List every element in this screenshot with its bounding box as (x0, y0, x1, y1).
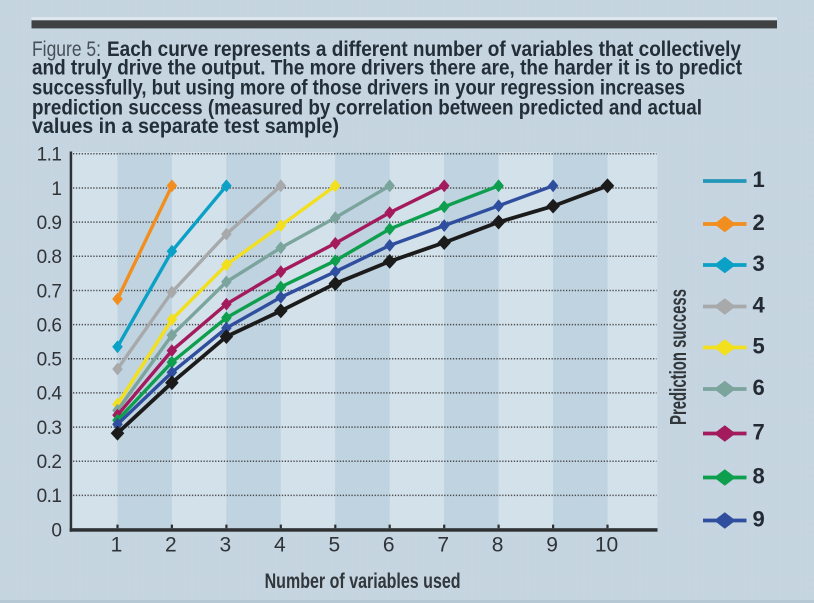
svg-text:Figure 5:: Figure 5: (32, 38, 101, 61)
svg-text:3: 3 (753, 251, 765, 276)
svg-text:0.4: 0.4 (37, 384, 63, 405)
svg-text:4: 4 (753, 292, 766, 317)
svg-text:9: 9 (753, 506, 765, 531)
svg-text:5: 5 (753, 333, 765, 358)
svg-text:Prediction success: Prediction success (665, 289, 691, 425)
svg-text:8: 8 (753, 463, 765, 488)
svg-text:4: 4 (274, 534, 286, 557)
svg-text:1.1: 1.1 (37, 145, 62, 166)
svg-text:5: 5 (328, 534, 340, 557)
svg-text:3: 3 (220, 534, 232, 557)
svg-text:prediction success (measured b: prediction success (measured by correlat… (32, 96, 702, 119)
svg-text:1: 1 (753, 167, 765, 192)
svg-text:9: 9 (546, 534, 558, 557)
svg-text:and truly drive the output. Th: and truly drive the output. The more dri… (32, 57, 742, 80)
svg-text:2: 2 (165, 534, 177, 557)
svg-text:1: 1 (111, 534, 123, 557)
svg-text:7: 7 (753, 419, 765, 444)
svg-text:8: 8 (492, 534, 504, 557)
svg-text:Number of variables used: Number of variables used (265, 570, 461, 593)
svg-text:10: 10 (595, 534, 618, 557)
svg-text:values in a separate test samp: values in a separate test sample) (32, 115, 339, 138)
svg-text:0.2: 0.2 (37, 452, 62, 473)
svg-text:0.5: 0.5 (37, 350, 62, 371)
svg-text:0.1: 0.1 (37, 486, 62, 507)
svg-text:6: 6 (753, 375, 765, 400)
svg-text:0.9: 0.9 (37, 213, 62, 234)
svg-text:0.6: 0.6 (37, 315, 62, 336)
svg-text:2: 2 (753, 210, 765, 235)
svg-text:0: 0 (51, 520, 61, 541)
svg-text:Each curve represents a differ: Each curve represents a different number… (107, 38, 741, 61)
svg-text:0.8: 0.8 (37, 247, 62, 268)
svg-text:0.3: 0.3 (37, 418, 62, 439)
svg-text:6: 6 (383, 534, 395, 557)
svg-text:1: 1 (51, 179, 61, 200)
svg-text:0.7: 0.7 (37, 281, 62, 302)
svg-text:7: 7 (437, 534, 449, 557)
svg-text:successfully, but using more o: successfully, but using more of those dr… (32, 77, 685, 100)
